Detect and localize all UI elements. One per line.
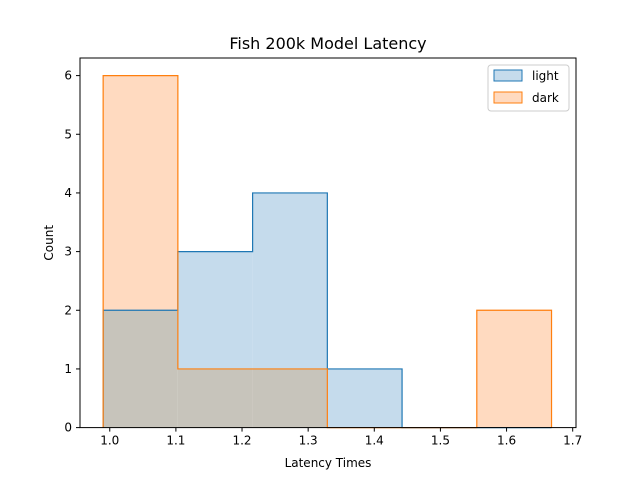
x-axis-ticks: 1.0 1.1 1.2 1.3 1.4 1.5 1.6 1.7 — [100, 427, 582, 448]
light-bar-2 — [252, 192, 328, 369]
chart-title: Fish 200k Model Latency — [229, 34, 426, 53]
x-tick-label: 1.7 — [563, 434, 582, 448]
overlap-bar-2 — [252, 368, 328, 428]
x-tick-label: 1.0 — [100, 434, 119, 448]
overlap-bar-0 — [103, 310, 178, 428]
y-tick-label: 1 — [64, 362, 72, 376]
y-axis-ticks: 0 1 2 3 4 5 6 — [64, 69, 80, 435]
overlap-bar-1 — [177, 368, 253, 428]
dark-bar-0 — [103, 75, 178, 311]
y-tick-label: 3 — [64, 245, 72, 259]
x-tick-label: 1.5 — [431, 434, 450, 448]
y-tick-label: 4 — [64, 186, 72, 200]
y-tick-label: 6 — [64, 69, 72, 83]
legend-swatch-dark — [493, 91, 523, 104]
y-axis-label: Count — [42, 225, 56, 261]
y-tick-label: 2 — [64, 303, 72, 317]
light-bar-3 — [327, 368, 403, 428]
legend-label-dark: dark — [532, 91, 559, 105]
dark-step-outline — [102, 75, 553, 429]
dark-bar-5 — [476, 310, 552, 428]
x-tick-label: 1.6 — [497, 434, 516, 448]
legend: light dark — [487, 64, 570, 112]
x-tick-label: 1.4 — [365, 434, 384, 448]
legend-label-light: light — [532, 69, 559, 83]
plot-frame — [79, 57, 577, 429]
y-tick-label: 0 — [64, 421, 72, 435]
x-tick-label: 1.3 — [299, 434, 318, 448]
legend-swatch-light — [493, 69, 523, 82]
x-tick-label: 1.2 — [232, 434, 251, 448]
x-axis-label: Latency Times — [285, 456, 372, 470]
light-bar-1 — [177, 251, 253, 369]
plot-fills — [103, 75, 552, 428]
x-tick-label: 1.1 — [166, 434, 185, 448]
y-tick-label: 5 — [64, 127, 72, 141]
